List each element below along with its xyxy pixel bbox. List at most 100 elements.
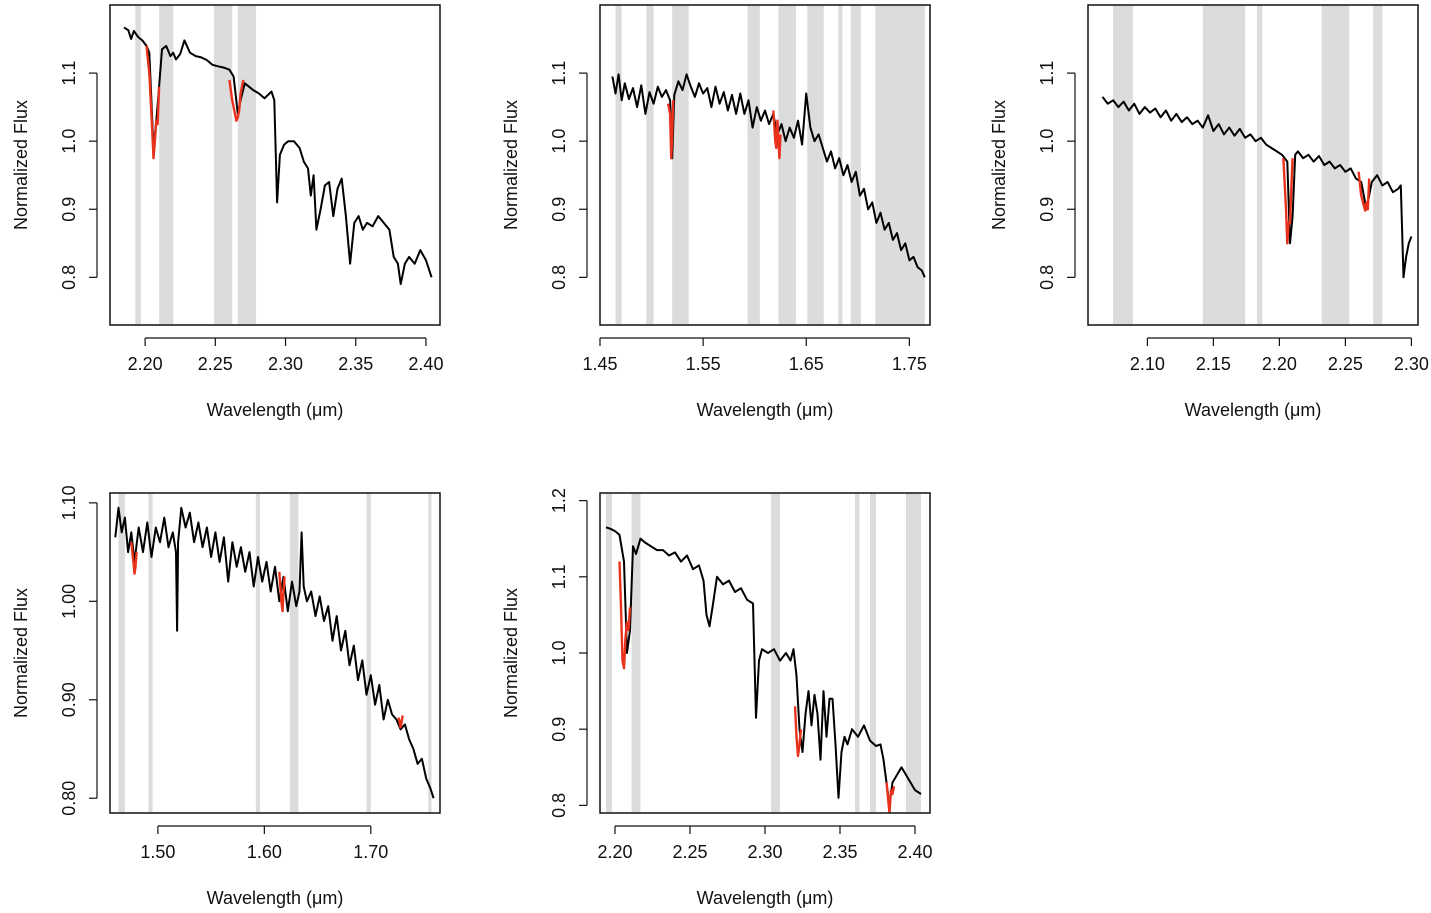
x-tick-label: 2.30 xyxy=(268,354,303,374)
masked-band xyxy=(606,493,612,813)
x-tick-label: 1.55 xyxy=(686,354,721,374)
x-tick-label: 2.35 xyxy=(338,354,373,374)
masked-band xyxy=(850,5,861,325)
y-tick-label: 1.1 xyxy=(549,564,569,589)
y-tick-label: 0.9 xyxy=(549,197,569,222)
y-axis-label: Normalized Flux xyxy=(501,100,521,230)
y-axis-label: Normalized Flux xyxy=(11,588,31,718)
y-tick-label: 0.80 xyxy=(59,781,79,816)
plot-frame xyxy=(109,492,441,814)
x-tick-label: 1.60 xyxy=(247,842,282,862)
y-tick-label: 1.0 xyxy=(549,640,569,665)
absorption-line-highlight xyxy=(130,542,138,575)
masked-band xyxy=(148,493,153,813)
x-tick-label: 2.15 xyxy=(1196,354,1231,374)
x-axis-label: Wavelength (μm) xyxy=(697,888,834,908)
absorption-line-highlight xyxy=(793,706,803,758)
y-tick-label: 0.9 xyxy=(549,717,569,742)
x-tick-label: 2.25 xyxy=(198,354,233,374)
masked-band xyxy=(747,5,760,325)
plot-frame xyxy=(1087,4,1419,326)
masked-band xyxy=(1202,5,1246,325)
masked-band xyxy=(1373,5,1383,325)
masked-band xyxy=(366,493,371,813)
x-tick-label: 2.40 xyxy=(408,354,443,374)
x-tick-label: 1.75 xyxy=(892,354,927,374)
y-tick-label: 1.1 xyxy=(549,61,569,86)
spectrum-line xyxy=(1101,96,1413,279)
y-tick-label: 0.8 xyxy=(549,265,569,290)
spectrum-line xyxy=(123,26,433,286)
masked-band xyxy=(870,493,876,813)
masked-band xyxy=(237,5,257,325)
y-tick-label: 1.2 xyxy=(549,488,569,513)
masked-band xyxy=(631,493,641,813)
x-tick-label: 2.30 xyxy=(1394,354,1429,374)
x-axis-label: Wavelength (μm) xyxy=(697,400,834,420)
masked-band xyxy=(1113,5,1133,325)
panel-p3: 2.10 2.15 2.20 2.25 2.30 0.8 0.9 1.0 1.1 Waveleng… xyxy=(989,4,1429,420)
absorption-line-highlight xyxy=(278,571,286,613)
masked-band xyxy=(1321,5,1350,325)
plot-frame xyxy=(109,4,441,326)
x-tick-label: 1.45 xyxy=(582,354,617,374)
x-tick-label: 2.20 xyxy=(1262,354,1297,374)
x-tick-label: 2.20 xyxy=(597,842,632,862)
masked-band xyxy=(135,5,141,325)
spectrum-line xyxy=(114,506,435,799)
spectrum-line xyxy=(605,526,922,807)
absorption-line-highlight xyxy=(228,79,245,122)
x-tick-label: 1.65 xyxy=(789,354,824,374)
absorption-line-highlight xyxy=(1357,171,1371,212)
masked-band xyxy=(289,493,299,813)
y-tick-label: 1.0 xyxy=(59,129,79,154)
masked-band xyxy=(615,5,622,325)
x-tick-label: 2.35 xyxy=(822,842,857,862)
y-axis-label: Normalized Flux xyxy=(501,588,521,718)
absorption-line-highlight xyxy=(1282,158,1294,245)
x-axis-label: Wavelength (μm) xyxy=(207,888,344,908)
absorption-line-highlight xyxy=(397,715,404,729)
x-axis-label: Wavelength (μm) xyxy=(207,400,344,420)
absorption-line-highlight xyxy=(772,110,782,160)
x-tick-label: 2.20 xyxy=(128,354,163,374)
x-tick-label: 2.30 xyxy=(747,842,782,862)
x-tick-label: 1.70 xyxy=(353,842,388,862)
masked-band xyxy=(159,5,174,325)
y-tick-label: 1.1 xyxy=(1037,61,1057,86)
y-tick-label: 1.0 xyxy=(1037,129,1057,154)
y-tick-label: 1.00 xyxy=(59,584,79,619)
y-tick-label: 0.9 xyxy=(1037,197,1057,222)
spectrum-line xyxy=(611,73,926,278)
y-axis-label: Normalized Flux xyxy=(11,100,31,230)
panel-p1: 2.20 2.25 2.30 2.35 2.40 0.8 0.9 1.0 1.1 Waveleng… xyxy=(11,4,443,420)
y-tick-label: 0.90 xyxy=(59,682,79,717)
absorption-line-highlight xyxy=(885,782,896,813)
masked-band xyxy=(778,5,796,325)
masked-band xyxy=(906,493,921,813)
masked-band xyxy=(875,5,925,325)
y-axis-label: Normalized Flux xyxy=(989,100,1009,230)
y-tick-label: 0.8 xyxy=(549,793,569,818)
y-tick-label: 1.1 xyxy=(59,61,79,86)
masked-band xyxy=(428,493,432,813)
panel-p5: 2.20 2.25 2.30 2.35 2.40 0.8 0.9 1.0 1.1 1.2 Wavel… xyxy=(501,488,933,908)
plot-frame xyxy=(599,4,931,326)
masked-band xyxy=(255,493,261,813)
masked-band xyxy=(807,5,824,325)
y-tick-label: 0.8 xyxy=(59,265,79,290)
masked-band xyxy=(1256,5,1263,325)
x-tick-label: 2.10 xyxy=(1130,354,1165,374)
x-tick-label: 2.40 xyxy=(897,842,932,862)
x-axis-label: Wavelength (μm) xyxy=(1185,400,1322,420)
masked-band xyxy=(672,5,689,325)
y-tick-label: 0.9 xyxy=(59,197,79,222)
panel-p2: 1.45 1.55 1.65 1.75 0.8 0.9 1.0 1.1 Wavelength (… xyxy=(501,4,931,420)
absorption-line-highlight xyxy=(618,561,632,670)
x-tick-label: 1.50 xyxy=(140,842,175,862)
plot-frame xyxy=(599,492,931,814)
masked-band xyxy=(855,493,860,813)
y-tick-label: 1.10 xyxy=(59,485,79,520)
x-tick-label: 2.25 xyxy=(672,842,707,862)
